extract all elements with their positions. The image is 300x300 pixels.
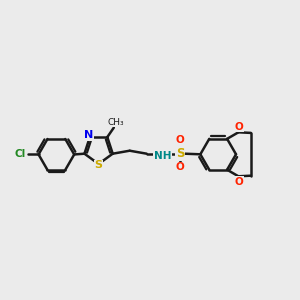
- Text: O: O: [234, 177, 243, 187]
- Text: CH₃: CH₃: [107, 118, 124, 127]
- Text: S: S: [176, 147, 184, 160]
- Text: NH: NH: [154, 151, 171, 161]
- Text: O: O: [234, 122, 243, 132]
- Text: O: O: [176, 162, 184, 172]
- Text: S: S: [94, 160, 103, 170]
- Text: O: O: [176, 135, 184, 145]
- Text: Cl: Cl: [14, 149, 26, 160]
- Text: N: N: [84, 130, 93, 140]
